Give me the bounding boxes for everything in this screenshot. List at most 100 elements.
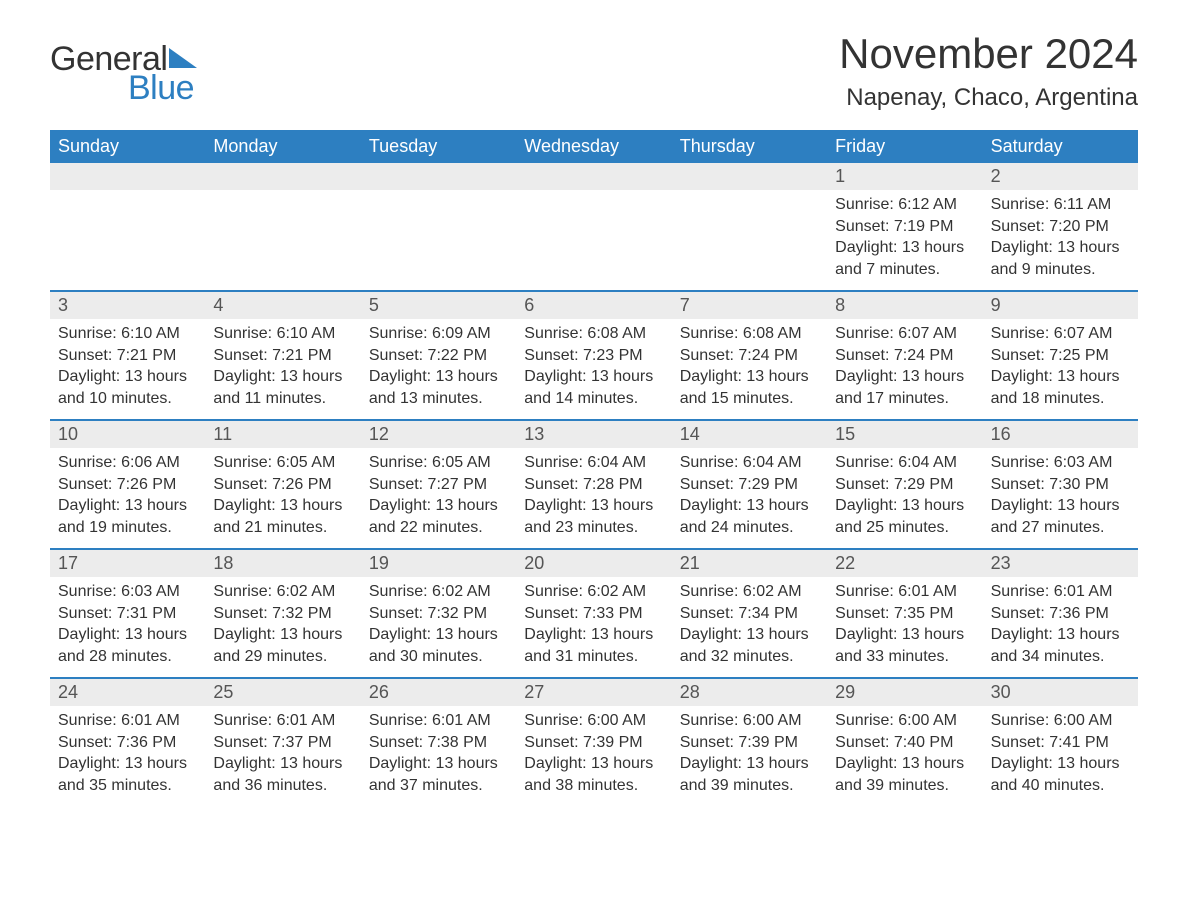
day-number-row: 24252627282930 bbox=[50, 677, 1138, 706]
day-cell: Sunrise: 6:01 AMSunset: 7:35 PMDaylight:… bbox=[827, 577, 982, 677]
day-cell: Sunrise: 6:03 AMSunset: 7:31 PMDaylight:… bbox=[50, 577, 205, 677]
day-body-row: Sunrise: 6:01 AMSunset: 7:36 PMDaylight:… bbox=[50, 706, 1138, 806]
sunrise-text: Sunrise: 6:01 AM bbox=[835, 581, 974, 603]
sunset-text: Sunset: 7:30 PM bbox=[991, 474, 1130, 496]
weekday-thursday: Thursday bbox=[672, 130, 827, 163]
daylight-text-1: Daylight: 13 hours bbox=[835, 624, 974, 646]
day-body-row: Sunrise: 6:10 AMSunset: 7:21 PMDaylight:… bbox=[50, 319, 1138, 419]
day-cell: Sunrise: 6:01 AMSunset: 7:38 PMDaylight:… bbox=[361, 706, 516, 806]
daylight-text-2: and 39 minutes. bbox=[680, 775, 819, 797]
sunset-text: Sunset: 7:28 PM bbox=[524, 474, 663, 496]
sunset-text: Sunset: 7:21 PM bbox=[58, 345, 197, 367]
daylight-text-1: Daylight: 13 hours bbox=[369, 753, 508, 775]
day-cell: Sunrise: 6:01 AMSunset: 7:36 PMDaylight:… bbox=[983, 577, 1138, 677]
daylight-text-2: and 15 minutes. bbox=[680, 388, 819, 410]
sunrise-text: Sunrise: 6:07 AM bbox=[835, 323, 974, 345]
weekday-friday: Friday bbox=[827, 130, 982, 163]
day-number: 7 bbox=[672, 292, 827, 319]
day-cell: Sunrise: 6:10 AMSunset: 7:21 PMDaylight:… bbox=[50, 319, 205, 419]
daylight-text-1: Daylight: 13 hours bbox=[213, 753, 352, 775]
sunrise-text: Sunrise: 6:00 AM bbox=[991, 710, 1130, 732]
daylight-text-2: and 25 minutes. bbox=[835, 517, 974, 539]
day-number: 20 bbox=[516, 550, 671, 577]
daylight-text-2: and 28 minutes. bbox=[58, 646, 197, 668]
day-cell bbox=[205, 190, 360, 290]
daylight-text-1: Daylight: 13 hours bbox=[835, 237, 974, 259]
sunrise-text: Sunrise: 6:06 AM bbox=[58, 452, 197, 474]
day-number: 28 bbox=[672, 679, 827, 706]
sunset-text: Sunset: 7:31 PM bbox=[58, 603, 197, 625]
sunset-text: Sunset: 7:24 PM bbox=[680, 345, 819, 367]
daylight-text-2: and 14 minutes. bbox=[524, 388, 663, 410]
day-number: 22 bbox=[827, 550, 982, 577]
day-number bbox=[672, 163, 827, 190]
sunrise-text: Sunrise: 6:07 AM bbox=[991, 323, 1130, 345]
daylight-text-1: Daylight: 13 hours bbox=[213, 366, 352, 388]
sunrise-text: Sunrise: 6:04 AM bbox=[835, 452, 974, 474]
day-number: 17 bbox=[50, 550, 205, 577]
day-number-row: 12 bbox=[50, 163, 1138, 190]
daylight-text-1: Daylight: 13 hours bbox=[991, 753, 1130, 775]
month-title: November 2024 bbox=[839, 30, 1138, 78]
daylight-text-2: and 37 minutes. bbox=[369, 775, 508, 797]
sunset-text: Sunset: 7:29 PM bbox=[680, 474, 819, 496]
sunrise-text: Sunrise: 6:05 AM bbox=[213, 452, 352, 474]
daylight-text-1: Daylight: 13 hours bbox=[369, 366, 508, 388]
brand-triangle-icon bbox=[169, 48, 197, 68]
sunset-text: Sunset: 7:35 PM bbox=[835, 603, 974, 625]
sunrise-text: Sunrise: 6:08 AM bbox=[680, 323, 819, 345]
sunset-text: Sunset: 7:36 PM bbox=[58, 732, 197, 754]
daylight-text-2: and 32 minutes. bbox=[680, 646, 819, 668]
sunrise-text: Sunrise: 6:08 AM bbox=[524, 323, 663, 345]
day-cell: Sunrise: 6:00 AMSunset: 7:39 PMDaylight:… bbox=[516, 706, 671, 806]
day-number: 6 bbox=[516, 292, 671, 319]
day-cell: Sunrise: 6:04 AMSunset: 7:29 PMDaylight:… bbox=[672, 448, 827, 548]
day-number: 26 bbox=[361, 679, 516, 706]
daylight-text-1: Daylight: 13 hours bbox=[213, 495, 352, 517]
day-cell: Sunrise: 6:07 AMSunset: 7:24 PMDaylight:… bbox=[827, 319, 982, 419]
daylight-text-2: and 21 minutes. bbox=[213, 517, 352, 539]
day-cell: Sunrise: 6:08 AMSunset: 7:24 PMDaylight:… bbox=[672, 319, 827, 419]
daylight-text-2: and 38 minutes. bbox=[524, 775, 663, 797]
day-number-row: 10111213141516 bbox=[50, 419, 1138, 448]
day-cell: Sunrise: 6:00 AMSunset: 7:40 PMDaylight:… bbox=[827, 706, 982, 806]
day-cell: Sunrise: 6:00 AMSunset: 7:39 PMDaylight:… bbox=[672, 706, 827, 806]
day-number bbox=[361, 163, 516, 190]
sunrise-text: Sunrise: 6:01 AM bbox=[369, 710, 508, 732]
daylight-text-2: and 39 minutes. bbox=[835, 775, 974, 797]
day-number: 21 bbox=[672, 550, 827, 577]
sunset-text: Sunset: 7:39 PM bbox=[680, 732, 819, 754]
daylight-text-1: Daylight: 13 hours bbox=[369, 495, 508, 517]
day-cell bbox=[672, 190, 827, 290]
daylight-text-1: Daylight: 13 hours bbox=[369, 624, 508, 646]
sunset-text: Sunset: 7:33 PM bbox=[524, 603, 663, 625]
day-number: 10 bbox=[50, 421, 205, 448]
day-cell: Sunrise: 6:04 AMSunset: 7:28 PMDaylight:… bbox=[516, 448, 671, 548]
weekday-sunday: Sunday bbox=[50, 130, 205, 163]
day-cell: Sunrise: 6:04 AMSunset: 7:29 PMDaylight:… bbox=[827, 448, 982, 548]
week-row: 12Sunrise: 6:12 AMSunset: 7:19 PMDayligh… bbox=[50, 163, 1138, 290]
day-number bbox=[50, 163, 205, 190]
daylight-text-1: Daylight: 13 hours bbox=[213, 624, 352, 646]
daylight-text-1: Daylight: 13 hours bbox=[680, 495, 819, 517]
sunrise-text: Sunrise: 6:05 AM bbox=[369, 452, 508, 474]
day-number: 27 bbox=[516, 679, 671, 706]
day-number: 1 bbox=[827, 163, 982, 190]
sunset-text: Sunset: 7:21 PM bbox=[213, 345, 352, 367]
sunset-text: Sunset: 7:25 PM bbox=[991, 345, 1130, 367]
day-number-row: 3456789 bbox=[50, 290, 1138, 319]
sunrise-text: Sunrise: 6:02 AM bbox=[680, 581, 819, 603]
daylight-text-2: and 13 minutes. bbox=[369, 388, 508, 410]
location-subtitle: Napenay, Chaco, Argentina bbox=[839, 84, 1138, 112]
daylight-text-1: Daylight: 13 hours bbox=[58, 753, 197, 775]
daylight-text-1: Daylight: 13 hours bbox=[58, 624, 197, 646]
sunset-text: Sunset: 7:40 PM bbox=[835, 732, 974, 754]
day-cell bbox=[516, 190, 671, 290]
day-cell: Sunrise: 6:02 AMSunset: 7:32 PMDaylight:… bbox=[361, 577, 516, 677]
day-cell bbox=[50, 190, 205, 290]
brand-part2: Blue bbox=[128, 69, 197, 108]
day-cell: Sunrise: 6:09 AMSunset: 7:22 PMDaylight:… bbox=[361, 319, 516, 419]
sunset-text: Sunset: 7:20 PM bbox=[991, 216, 1130, 238]
day-cell: Sunrise: 6:03 AMSunset: 7:30 PMDaylight:… bbox=[983, 448, 1138, 548]
day-cell: Sunrise: 6:07 AMSunset: 7:25 PMDaylight:… bbox=[983, 319, 1138, 419]
